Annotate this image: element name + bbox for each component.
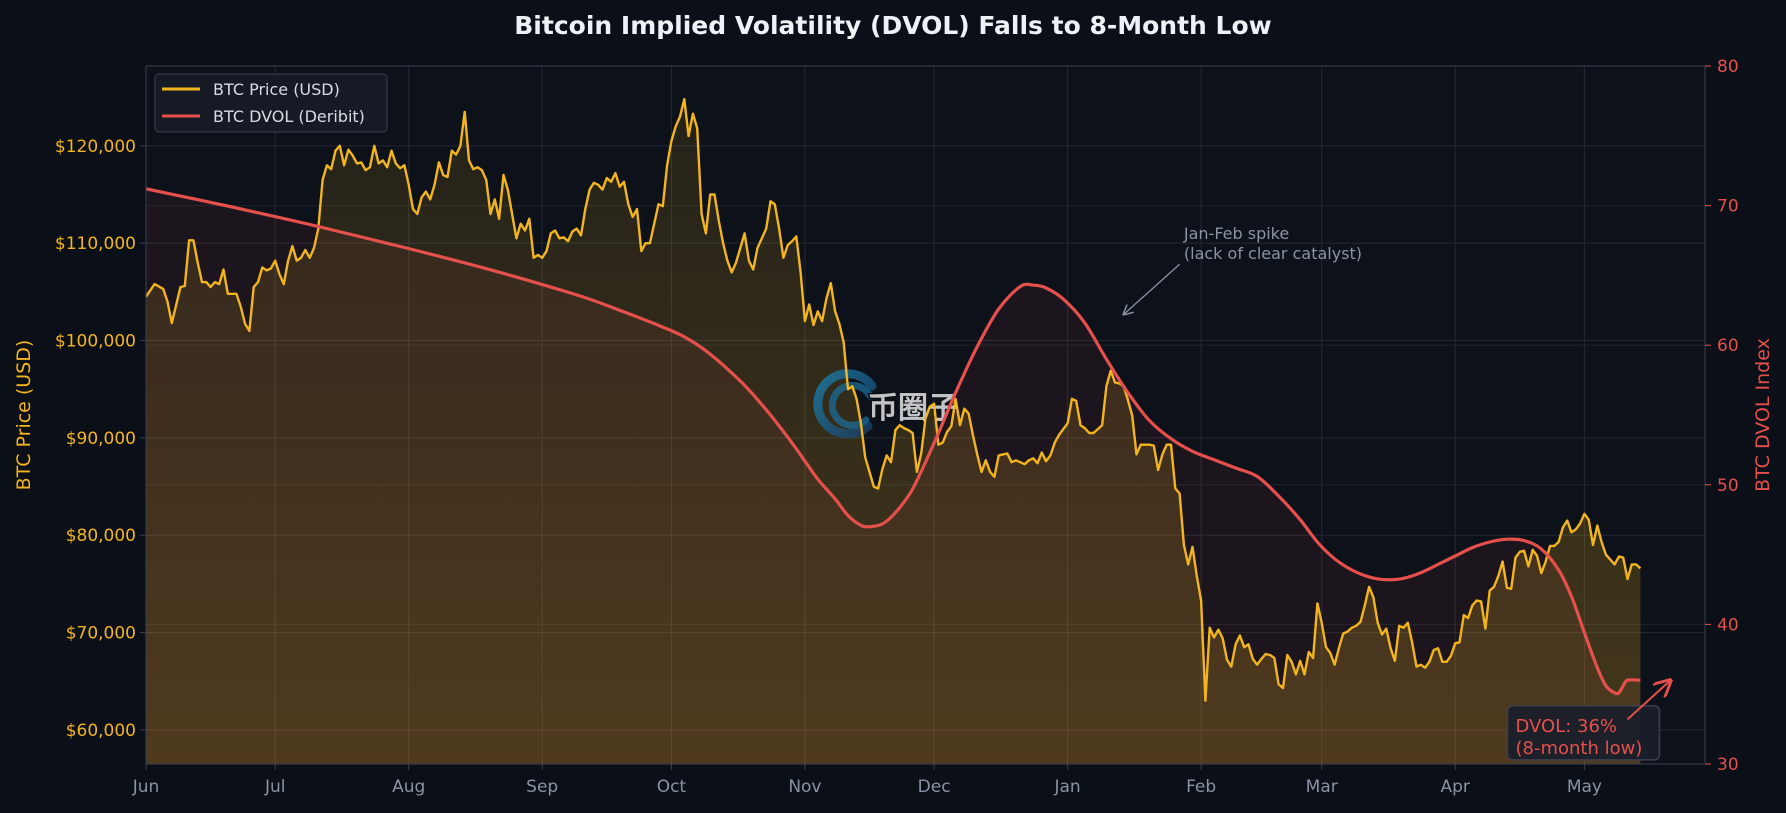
dvol-line	[145, 187, 1641, 696]
y-left-axis-label: BTC Price (USD)	[13, 340, 35, 491]
plot-frame	[145, 65, 1706, 765]
x-tick-label: Mar	[1306, 777, 1338, 797]
price-line	[145, 97, 1642, 702]
y-left-tick-label: $60,000	[66, 721, 136, 741]
x-tick-label: Sep	[526, 777, 558, 797]
series-fills	[146, 99, 1641, 765]
x-tick-label: May	[1567, 777, 1602, 797]
x-tick-label: Jan	[1054, 777, 1081, 797]
x-tick-label: Feb	[1186, 777, 1216, 797]
annotation-arrow	[1124, 263, 1181, 314]
x-tick-label: Jun	[132, 777, 160, 797]
y-right-tick-label: 70	[1717, 197, 1739, 217]
annotation-arrow	[1626, 680, 1670, 721]
y-left-tick-label: $80,000	[66, 526, 136, 546]
y-right-tick-label: 80	[1717, 57, 1739, 77]
annotations: Jan-Feb spike(lack of clear catalyst) DVO…	[1124, 224, 1671, 761]
dvol-area-fill	[146, 188, 1641, 765]
series-lines	[145, 97, 1642, 702]
legend: BTC Price (USD) BTC DVOL (Deribit)	[154, 73, 388, 133]
legend-price-label: BTC Price (USD)	[213, 80, 340, 99]
y-right-axis-label: BTC DVOL Index	[1752, 338, 1774, 492]
annotation-text: (8-month low)	[1516, 738, 1643, 759]
legend-dvol-label: BTC DVOL (Deribit)	[213, 107, 365, 126]
annotation-text: DVOL: 36%	[1516, 716, 1618, 737]
annotation-text: Jan-Feb spike	[1183, 224, 1289, 243]
x-tick-label: Nov	[788, 777, 821, 797]
bqz-swirl-logo-icon	[813, 369, 877, 439]
y-left-tick-label: $120,000	[55, 137, 136, 157]
axes: Jun Jul Aug Sep Oct Nov Dec Jan Feb Mar Apr May $60,…	[55, 57, 1739, 797]
x-tick-label: Oct	[657, 777, 687, 797]
y-right-tick-label: 50	[1717, 476, 1739, 496]
price-area-fill	[146, 99, 1641, 765]
x-tick-label: Aug	[392, 777, 425, 797]
x-tick-label: Apr	[1441, 777, 1470, 797]
y-left-tick-label: $70,000	[66, 624, 136, 644]
y-left-tick-label: $110,000	[55, 234, 136, 254]
annotation-box	[1506, 705, 1661, 761]
x-tick-label: Dec	[918, 777, 951, 797]
x-tick-label: Jul	[264, 777, 286, 797]
annotation-text: (lack of clear catalyst)	[1184, 244, 1362, 263]
legend-box	[154, 73, 388, 133]
y-left-tick-label: $100,000	[55, 332, 136, 352]
y-right-tick-label: 30	[1717, 755, 1739, 775]
y-left-tick-label: $90,000	[66, 429, 136, 449]
y-right-tick-label: 40	[1717, 615, 1739, 635]
chart-title: Bitcoin Implied Volatility (DVOL) Falls …	[514, 11, 1272, 40]
y-right-tick-label: 60	[1717, 336, 1739, 356]
